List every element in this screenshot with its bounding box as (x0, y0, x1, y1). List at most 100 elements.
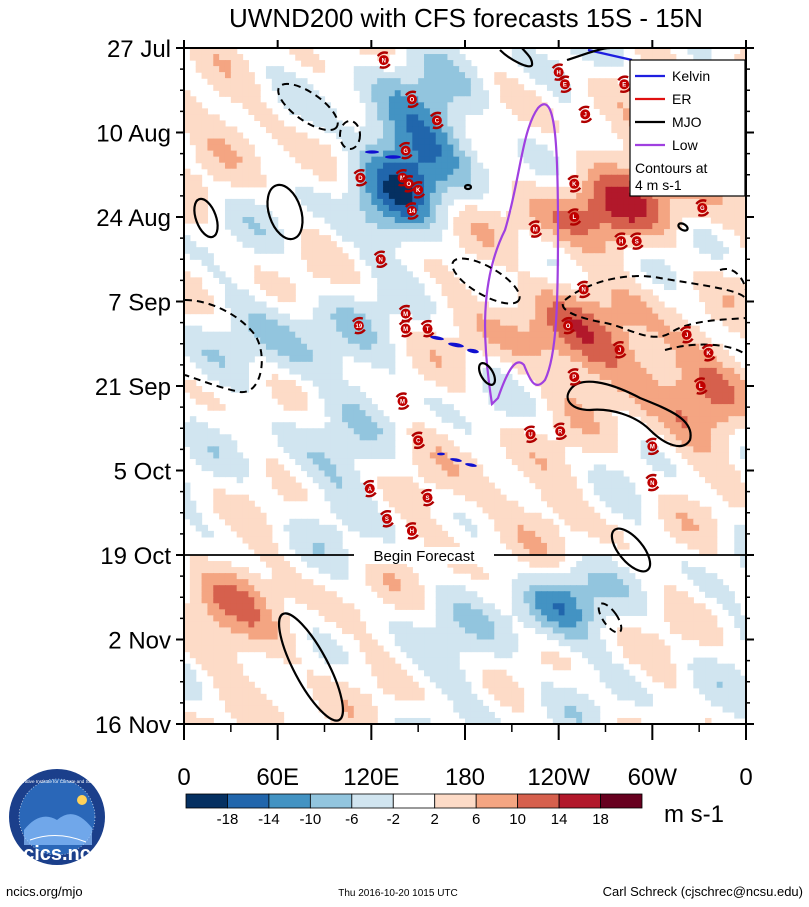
anomaly-cell (593, 162, 601, 170)
anomaly-cell (365, 349, 372, 357)
anomaly-cell (412, 66, 419, 73)
anomaly-cell (189, 253, 197, 260)
anomaly-cell (371, 343, 378, 351)
anomaly-cell (371, 506, 378, 514)
anomaly-cell (740, 446, 746, 453)
anomaly-cell (546, 392, 554, 399)
anomaly-cell (722, 476, 730, 484)
anomaly-cell (687, 452, 694, 460)
anomaly-cell (705, 271, 712, 278)
anomaly-cell (435, 410, 443, 417)
anomaly-cell (388, 500, 396, 508)
anomaly-cell (623, 156, 630, 164)
anomaly-cell (301, 108, 308, 115)
anomaly-cell (441, 464, 449, 472)
anomaly-cell (353, 144, 361, 152)
anomaly-cell (435, 102, 443, 109)
anomaly-cell (687, 204, 694, 212)
anomaly-cell (295, 386, 302, 393)
anomaly-cell (728, 392, 735, 399)
anomaly-cell (248, 235, 255, 242)
anomaly-cell (429, 518, 437, 526)
anomaly-cell (529, 108, 536, 115)
anomaly-cell (365, 343, 372, 351)
anomaly-cell (453, 488, 460, 496)
anomaly-cell (675, 313, 683, 321)
anomaly-cell (699, 337, 706, 345)
anomaly-cell (552, 530, 560, 538)
anomaly-cell (429, 349, 437, 357)
anomaly-cell (447, 48, 454, 55)
anomaly-cell (640, 210, 648, 218)
anomaly-cell (201, 452, 209, 460)
anomaly-cell (224, 361, 232, 369)
anomaly-cell (260, 337, 267, 345)
anomaly-cell (406, 78, 413, 85)
anomaly-cell (371, 259, 378, 266)
anomaly-cell (347, 150, 355, 158)
anomaly-cell (377, 241, 384, 248)
anomaly-cell (511, 265, 519, 272)
anomaly-cell (576, 355, 583, 363)
anomaly-cell (593, 186, 601, 194)
anomaly-cell (418, 48, 425, 55)
anomaly-cell (517, 530, 525, 538)
anomaly-cell (347, 500, 355, 508)
anomaly-cell (330, 295, 337, 303)
anomaly-cell (611, 271, 618, 278)
anomaly-cell (230, 518, 238, 526)
anomaly-cell (529, 102, 536, 109)
anomaly-cell (640, 307, 648, 315)
anomaly-cell (394, 295, 402, 303)
anomaly-cell (570, 295, 577, 303)
anomaly-cell (435, 186, 443, 194)
anomaly-cell (535, 192, 542, 200)
anomaly-cell (681, 410, 689, 417)
anomaly-cell (289, 434, 296, 441)
anomaly-cell (459, 84, 466, 91)
anomaly-cell (371, 192, 378, 200)
anomaly-cell (254, 223, 261, 230)
anomaly-cell (523, 440, 530, 447)
anomaly-cell (189, 217, 197, 224)
anomaly-cell (599, 162, 607, 170)
anomaly-cell (388, 524, 396, 532)
anomaly-cell (429, 78, 437, 85)
anomaly-cell (541, 210, 548, 218)
anomaly-cell (289, 325, 296, 333)
anomaly-cell (459, 186, 466, 194)
anomaly-cell (195, 210, 203, 218)
anomaly-cell (587, 343, 595, 351)
anomaly-cell (623, 488, 630, 496)
anomaly-cell (347, 235, 355, 242)
anomaly-cell (441, 96, 449, 103)
anomaly-cell (529, 156, 536, 164)
anomaly-cell (224, 66, 232, 73)
anomaly-cell (611, 247, 618, 254)
anomaly-cell (570, 229, 577, 236)
anomaly-cell (312, 229, 320, 236)
anomaly-cell (664, 241, 671, 248)
anomaly-cell (576, 253, 583, 260)
anomaly-cell (693, 386, 700, 393)
anomaly-cell (295, 156, 302, 164)
anomaly-cell (681, 500, 689, 508)
anomaly-cell (541, 392, 548, 399)
anomaly-cell (330, 174, 337, 182)
anomaly-cell (705, 422, 712, 429)
anomaly-cell (184, 343, 191, 351)
anomaly-cell (699, 241, 706, 248)
anomaly-cell (435, 144, 443, 152)
anomaly-cell (394, 114, 402, 122)
anomaly-cell (728, 198, 735, 206)
anomaly-cell (511, 386, 519, 393)
anomaly-cell (394, 108, 402, 115)
anomaly-cell (184, 500, 191, 508)
anomaly-cell (617, 229, 624, 236)
anomaly-cell (271, 307, 279, 315)
anomaly-cell (587, 289, 595, 297)
anomaly-cell (336, 500, 343, 508)
anomaly-cell (271, 349, 279, 357)
anomaly-cell (224, 301, 232, 309)
anomaly-cell (441, 470, 449, 478)
